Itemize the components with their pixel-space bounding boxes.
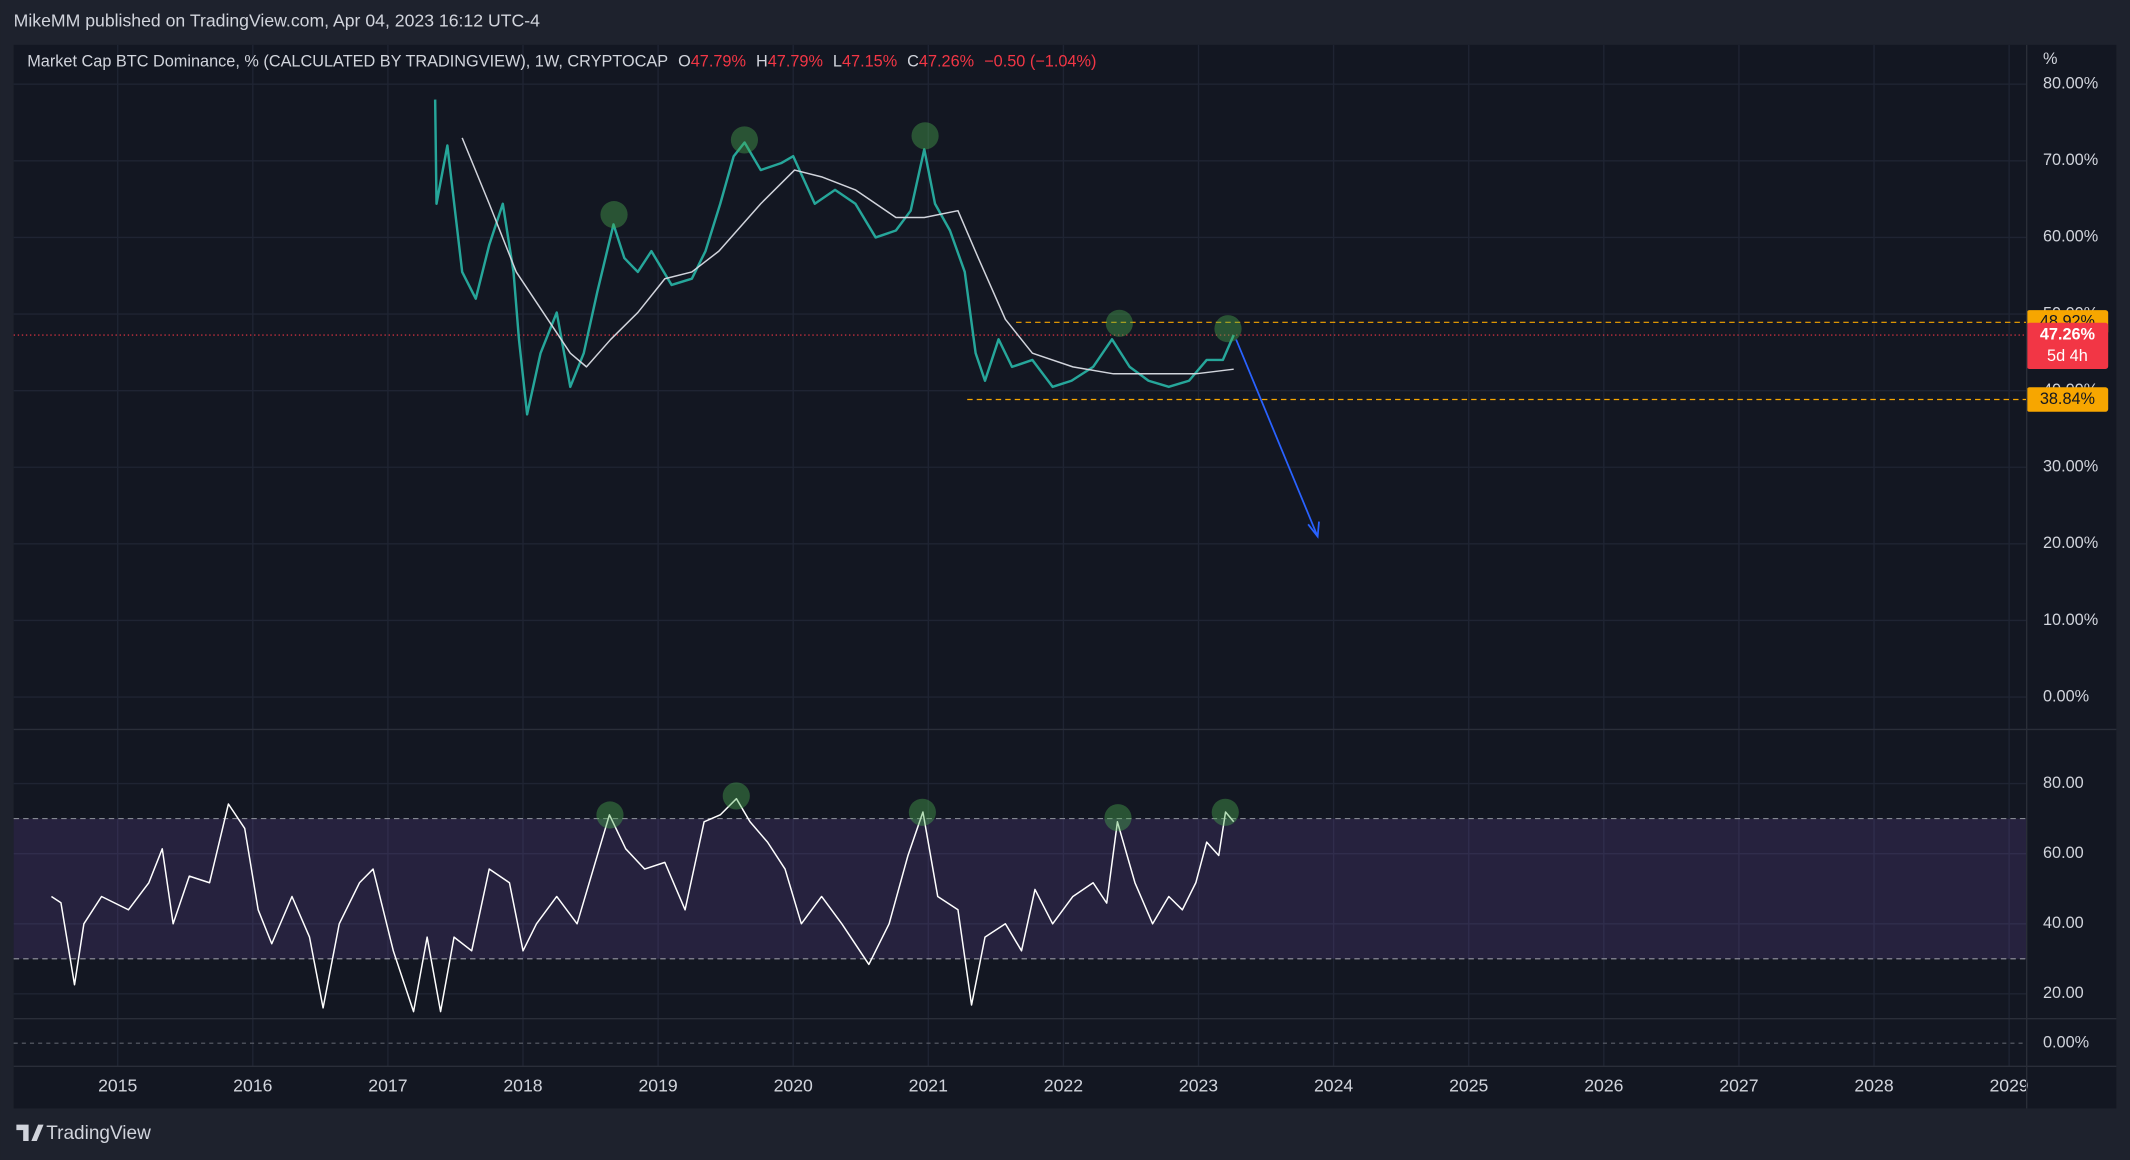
legend-key: H (756, 53, 768, 71)
series-line (433, 99, 1235, 416)
footer-logo: TradingView (16, 1123, 151, 1144)
highlight (596, 801, 624, 829)
legend-value: 47.79% (691, 53, 746, 71)
highlight (1105, 309, 1133, 337)
projection-arrow (1235, 339, 1319, 537)
y-tick-label: 80.00% (2043, 74, 2098, 92)
level-label: 38.84% (2040, 390, 2095, 408)
arrow-head (1307, 521, 1320, 539)
last-price-label: 47.26% (2040, 325, 2096, 343)
highlight (600, 201, 628, 229)
publish-header: MikeMM published on TradingView.com, Apr… (14, 10, 540, 30)
y-tick-label: 60.00% (2043, 228, 2098, 246)
series-line (461, 137, 1234, 375)
x-tick-label: 2022 (1044, 1075, 1083, 1095)
y-tick-label: 60.00 (2043, 844, 2084, 862)
legend-value: 47.79% (768, 53, 823, 71)
rsi-band (13, 818, 2027, 959)
chart-area (13, 44, 2117, 1109)
x-tick-label: 2018 (503, 1075, 542, 1095)
footer-brand: TradingView (46, 1123, 151, 1144)
countdown-label: 5d 4h (2047, 347, 2088, 365)
legend-key: C (907, 53, 919, 71)
legend-key: O (678, 53, 691, 71)
x-tick-label: 2029 (1989, 1075, 2028, 1095)
highlight (1104, 804, 1132, 832)
y-tick-label: 70.00% (2043, 151, 2098, 169)
last-price-tag (2026, 322, 2109, 369)
y-tick-label: 40.00 (2043, 914, 2084, 932)
y-tick-label: 80.00 (2043, 774, 2084, 792)
highlight (1214, 315, 1242, 343)
legend-value: 47.26% (919, 53, 974, 71)
legend-key: L (833, 53, 842, 71)
legend-value: 47.15% (842, 53, 897, 71)
y-tick-label: 10.00% (2043, 611, 2098, 629)
legend-symbol: Market Cap BTC Dominance, % (CALCULATED … (27, 53, 668, 71)
level-tag (2026, 387, 2109, 412)
x-tick-label: 2020 (774, 1075, 813, 1095)
x-tick-label: 2024 (1314, 1075, 1353, 1095)
x-tick-label: 2021 (909, 1075, 948, 1095)
logo-mark (16, 1124, 44, 1141)
x-tick-label: 2019 (638, 1075, 677, 1095)
y-unit: % (2043, 50, 2057, 68)
x-tick-label: 2026 (1584, 1075, 1623, 1095)
y-tick-label: 20.00 (2043, 984, 2084, 1002)
y-tick-label: 0.00% (2043, 687, 2089, 705)
legend: Market Cap BTC Dominance, % (CALCULATED … (27, 53, 1096, 71)
x-tick-label: 2025 (1449, 1075, 1488, 1095)
x-tick-label: 2015 (98, 1075, 137, 1095)
x-tick-label: 2016 (233, 1075, 272, 1095)
x-tick-label: 2027 (1719, 1075, 1758, 1095)
x-tick-label: 2023 (1179, 1075, 1218, 1095)
highlight (1211, 798, 1239, 826)
highlight (911, 122, 939, 150)
y-tick-label: 30.00% (2043, 458, 2098, 476)
highlight (908, 798, 936, 826)
series-line (51, 797, 1235, 1013)
y-tick-label: 20.00% (2043, 534, 2098, 552)
highlight (730, 126, 759, 154)
highlight (722, 782, 750, 810)
y-tick-label: 0.00% (2043, 1033, 2089, 1051)
legend-change: −0.50 (−1.04%) (984, 53, 1096, 71)
x-tick-label: 2028 (1854, 1075, 1893, 1095)
annotations (596, 122, 1320, 832)
x-tick-label: 2017 (368, 1075, 407, 1095)
